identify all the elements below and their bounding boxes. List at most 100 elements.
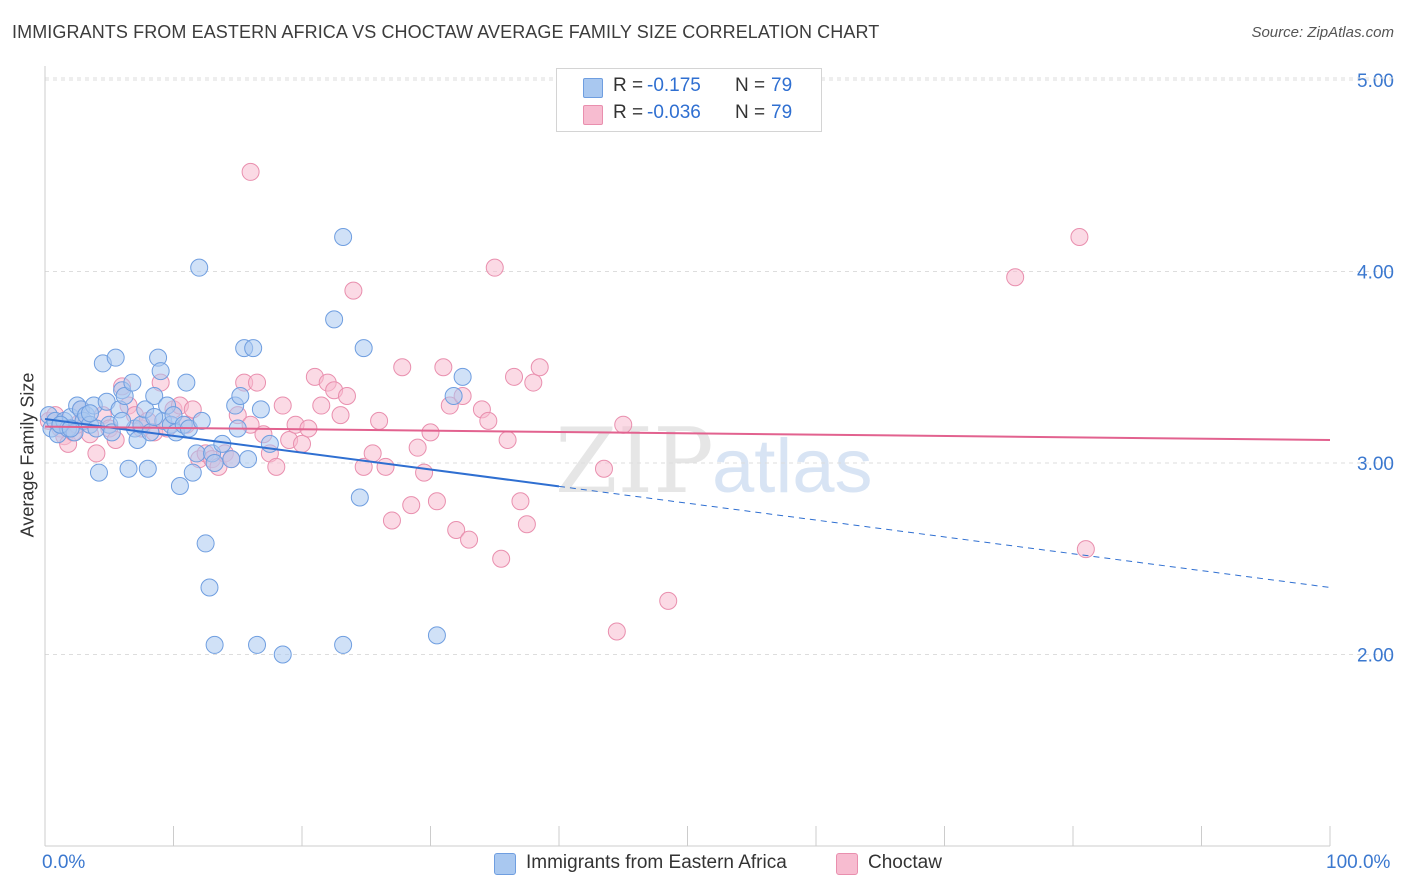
blue-point <box>205 635 224 654</box>
pink-swatch-icon <box>583 105 603 125</box>
y-tick-label: 3.00 <box>1357 454 1394 475</box>
pink-point <box>312 396 331 415</box>
x-tick-label-min: 0.0% <box>42 852 86 873</box>
blue-point <box>106 348 125 367</box>
watermark-atlas: atlas <box>712 424 873 509</box>
pink-point <box>614 415 633 434</box>
blue-trend-line-projection <box>558 485 1331 588</box>
blue-point <box>80 404 99 423</box>
blue-point <box>334 228 353 247</box>
bottom-legend-label: Choctaw <box>868 852 942 873</box>
blue-point <box>248 635 267 654</box>
y-tick-label: 2.00 <box>1357 646 1394 667</box>
blue-point <box>190 258 209 277</box>
pink-point <box>427 492 446 511</box>
pink-point <box>241 162 260 181</box>
legend-r-label: R = <box>613 75 644 96</box>
blue-point <box>138 459 157 478</box>
bottom-legend-label: Immigrants from Eastern Africa <box>526 852 787 873</box>
blue-point <box>222 450 241 469</box>
pink-point <box>363 444 382 463</box>
blue-point <box>251 400 270 419</box>
chart-title: IMMIGRANTS FROM EASTERN AFRICA VS CHOCTA… <box>12 22 880 42</box>
legend-r-label: R = <box>613 102 644 123</box>
blue-point <box>61 419 80 438</box>
blue-point <box>273 645 292 664</box>
blue-trend-line <box>44 417 560 488</box>
correlation-legend: R = -0.175 N = 79 R = -0.036 N = 79 <box>556 68 822 132</box>
pink-point <box>530 358 549 377</box>
blue-point <box>444 386 463 405</box>
blue-point <box>350 488 369 507</box>
pink-point <box>1070 228 1089 247</box>
pink-point <box>344 281 363 300</box>
watermark-zip: ZIP <box>555 409 714 514</box>
pink-point <box>492 549 511 568</box>
y-axis-label: Average Family Size <box>17 372 38 538</box>
pink-trend-line <box>44 425 1331 442</box>
pink-point <box>87 444 106 463</box>
blue-point <box>196 534 215 553</box>
legend-r-value: -0.036 <box>647 102 701 123</box>
pink-point <box>659 591 678 610</box>
pink-point <box>517 515 536 534</box>
legend-r-value: -0.175 <box>647 75 701 96</box>
y-tick-label: 5.00 <box>1357 71 1394 92</box>
legend-n-label: N = <box>735 102 766 123</box>
blue-point <box>187 444 206 463</box>
legend-n-label: N = <box>735 75 766 96</box>
blue-point <box>177 373 196 392</box>
pink-point <box>376 457 395 476</box>
pink-point <box>479 411 498 430</box>
pink-point <box>415 463 434 482</box>
blue-point <box>453 367 472 386</box>
pink-point <box>1006 268 1025 287</box>
blue-point <box>200 578 219 597</box>
blue-point <box>354 339 373 358</box>
blue-point <box>334 635 353 654</box>
pink-point <box>421 423 440 442</box>
pink-point <box>408 438 427 457</box>
pink-point <box>337 386 356 405</box>
pink-point <box>354 457 373 476</box>
blue-point <box>151 362 170 381</box>
pink-point <box>594 459 613 478</box>
pink-point <box>460 530 479 549</box>
pink-point <box>267 457 286 476</box>
pink-point <box>382 511 401 530</box>
blue-point <box>244 339 263 358</box>
blue-point <box>89 463 108 482</box>
blue-point <box>231 386 250 405</box>
pink-point <box>511 492 530 511</box>
legend-n-value: 79 <box>771 102 793 123</box>
blue-swatch-icon <box>583 78 603 98</box>
blue-point <box>427 626 446 645</box>
pink-point <box>434 358 453 377</box>
x-tick-label-max: 100.0% <box>1326 852 1391 873</box>
pink-point <box>505 367 524 386</box>
blue-point <box>123 373 142 392</box>
blue-point <box>145 408 164 427</box>
pink-point <box>447 521 466 540</box>
blue-point <box>145 386 164 405</box>
pink-point <box>273 396 292 415</box>
pink-point <box>607 622 626 641</box>
blue-point <box>119 459 138 478</box>
pink-point <box>370 411 389 430</box>
blue-point <box>170 476 189 495</box>
source-label: Source: ZipAtlas.com <box>1251 24 1394 41</box>
y-tick-label: 4.00 <box>1357 263 1394 284</box>
pink-point <box>498 431 517 450</box>
pink-point <box>524 373 543 392</box>
pink-point <box>393 358 412 377</box>
pink-point <box>1076 540 1095 559</box>
blue-point <box>183 463 202 482</box>
blue-point <box>325 310 344 329</box>
blue-point <box>192 411 211 430</box>
pink-point <box>331 406 350 425</box>
pink-point <box>485 258 504 277</box>
blue-swatch-icon <box>494 853 516 875</box>
pink-swatch-icon <box>836 853 858 875</box>
legend-n-value: 79 <box>771 75 793 96</box>
